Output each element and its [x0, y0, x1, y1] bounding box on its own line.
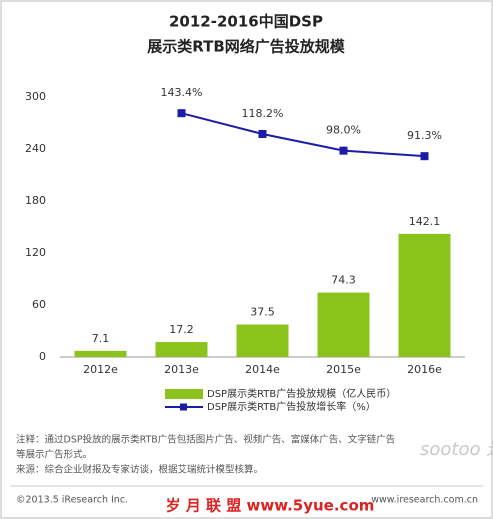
- bar: [317, 292, 370, 357]
- legend-label: DSP展示类RTB广告投放规模（亿人民币）: [207, 387, 396, 400]
- y-tick-label: 60: [32, 298, 46, 311]
- line: [181, 112, 425, 158]
- x-tick-label: 2013e: [164, 363, 199, 376]
- x-tick-label: 2015e: [326, 363, 361, 376]
- watermark: sootoo 速途网: [420, 439, 493, 460]
- chart-title: 2012-2016中国DSP: [169, 13, 323, 31]
- line-marker: [258, 129, 267, 138]
- y-tick-label: 300: [25, 90, 46, 103]
- bar: [74, 350, 127, 357]
- line-label: 118.2%: [242, 107, 284, 120]
- bar-label: 37.5: [250, 306, 275, 319]
- line-label: 143.4%: [161, 86, 203, 99]
- x-tick-label: 2014e: [245, 363, 280, 376]
- note: 等展示广告形式。: [16, 449, 92, 461]
- bar: [236, 324, 289, 357]
- source: 来源：综合企业财报及专家访谈，根据艾瑞统计模型核算。: [16, 464, 263, 476]
- bar: [155, 342, 208, 357]
- watermark: 岁 月 联 盟 www.5yue.com: [166, 497, 375, 515]
- y-tick-label: 120: [25, 246, 46, 259]
- bar-label: 17.2: [169, 323, 194, 336]
- legend-swatch: [180, 403, 187, 411]
- line-label: 91.3%: [407, 129, 442, 142]
- y-tick-label: 0: [39, 350, 46, 363]
- chart-title: 展示类RTB网络广告投放规模: [147, 38, 346, 56]
- y-tick-label: 180: [25, 194, 46, 207]
- x-tick-label: 2012e: [83, 363, 118, 376]
- line-marker: [339, 146, 348, 155]
- line-marker: [177, 109, 186, 118]
- note: 注释：通过DSP投放的展示类RTB广告包括图片广告、视频广告、富媒体广告、文字链…: [16, 434, 395, 446]
- x-tick-label: 2016e: [407, 363, 442, 376]
- bar: [398, 233, 451, 357]
- y-tick-label: 240: [25, 142, 46, 155]
- legend-label: DSP展示类RTB广告投放增长率（%）: [207, 400, 376, 413]
- line-label: 98.0%: [326, 124, 361, 137]
- legend-swatch: [165, 389, 203, 399]
- bar-label: 74.3: [331, 274, 356, 287]
- bar-label: 7.1: [92, 332, 110, 345]
- website: www.iresearch.com.cn: [371, 495, 478, 506]
- bar-label: 142.1: [409, 215, 441, 228]
- copyright: ©2013.5 iResearch Inc.: [16, 495, 128, 506]
- line-marker: [420, 152, 429, 161]
